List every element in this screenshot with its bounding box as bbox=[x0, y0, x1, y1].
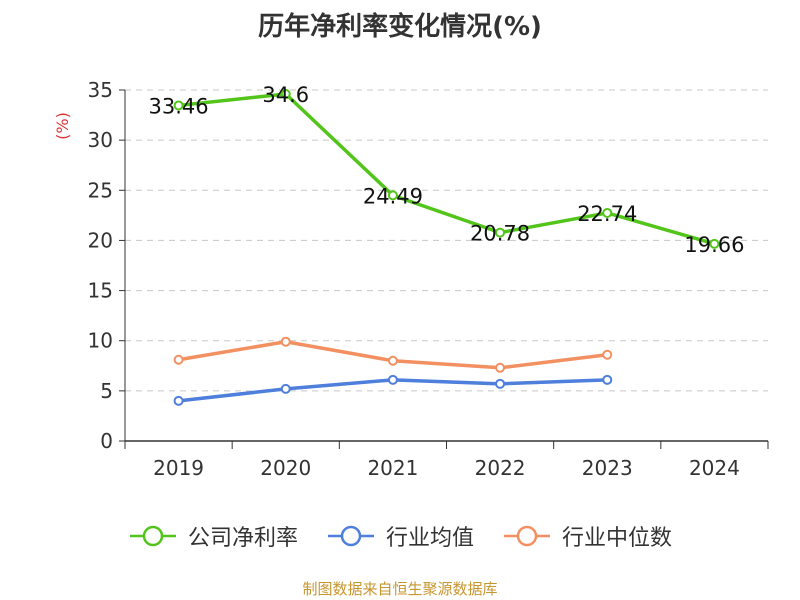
data-label: 20.78 bbox=[470, 222, 530, 246]
data-point[interactable] bbox=[387, 374, 398, 385]
legend-item[interactable]: 行业均值 bbox=[326, 520, 474, 552]
data-point[interactable] bbox=[173, 395, 184, 406]
data-label: 19.66 bbox=[684, 233, 744, 257]
data-point[interactable] bbox=[280, 383, 291, 394]
data-point[interactable] bbox=[602, 374, 613, 385]
legend-marker bbox=[129, 525, 176, 547]
data-point[interactable] bbox=[280, 336, 291, 347]
y-tick-label: 0 bbox=[100, 429, 113, 453]
y-tick-label: 35 bbox=[88, 78, 113, 102]
y-tick-label: 5 bbox=[100, 379, 113, 403]
data-point[interactable] bbox=[495, 362, 506, 373]
legend-item[interactable]: 公司净利率 bbox=[128, 520, 298, 552]
legend-marker bbox=[504, 525, 550, 547]
y-tick-label: 30 bbox=[88, 128, 113, 152]
legend: 公司净利率 行业均值 行业中位数 bbox=[0, 520, 800, 552]
data-label: 34.6 bbox=[262, 83, 309, 107]
legend-label: 行业中位数 bbox=[562, 526, 673, 551]
data-point[interactable] bbox=[387, 190, 398, 201]
data-point[interactable] bbox=[173, 354, 184, 365]
y-tick-label: 20 bbox=[88, 228, 113, 252]
line-chart: (%) 0 5 10 15 20 25 30 35 2019 2020 2021 2022 2023 20… bbox=[53, 78, 769, 480]
y-tick-label: 10 bbox=[88, 329, 113, 353]
source-note: 制图数据来自恒生聚源数据库 bbox=[302, 580, 498, 598]
series-lines bbox=[173, 89, 720, 406]
y-axis-label: (%) bbox=[53, 112, 72, 140]
data-label: 22.74 bbox=[577, 202, 637, 226]
x-tick-label: 2019 bbox=[153, 456, 204, 480]
data-point[interactable] bbox=[602, 349, 613, 360]
legend-marker bbox=[327, 525, 374, 547]
x-tick-label: 2024 bbox=[689, 456, 740, 480]
data-point[interactable] bbox=[280, 89, 291, 100]
legend-item[interactable]: 行业中位数 bbox=[502, 520, 672, 552]
data-label: 24.49 bbox=[363, 184, 423, 208]
legend-label: 公司净利率 bbox=[187, 526, 298, 551]
data-point[interactable] bbox=[495, 378, 506, 389]
data-point[interactable] bbox=[173, 100, 184, 111]
data-point[interactable] bbox=[495, 227, 506, 238]
axes: 0 5 10 15 20 25 30 35 2019 2020 2021 2022 2023 2024 bbox=[88, 78, 769, 480]
x-tick-label: 2022 bbox=[475, 456, 526, 480]
legend-label: 行业均值 bbox=[385, 526, 474, 551]
grid-lines bbox=[125, 89, 768, 392]
data-point[interactable] bbox=[602, 207, 613, 218]
x-tick-label: 2021 bbox=[367, 456, 418, 480]
y-tick-label: 15 bbox=[88, 279, 113, 303]
chart-title: 历年净利率变化情况(%) bbox=[258, 12, 542, 42]
y-tick-label: 25 bbox=[88, 178, 113, 202]
data-labels: 33.46 34.6 24.49 20.78 22.74 19.66 bbox=[149, 83, 745, 257]
x-tick-label: 2023 bbox=[582, 456, 633, 480]
x-tick-label: 2020 bbox=[260, 456, 311, 480]
data-point[interactable] bbox=[387, 355, 398, 366]
data-label: 33.46 bbox=[149, 94, 209, 118]
data-point[interactable] bbox=[709, 238, 720, 249]
series-line bbox=[178, 92, 715, 246]
